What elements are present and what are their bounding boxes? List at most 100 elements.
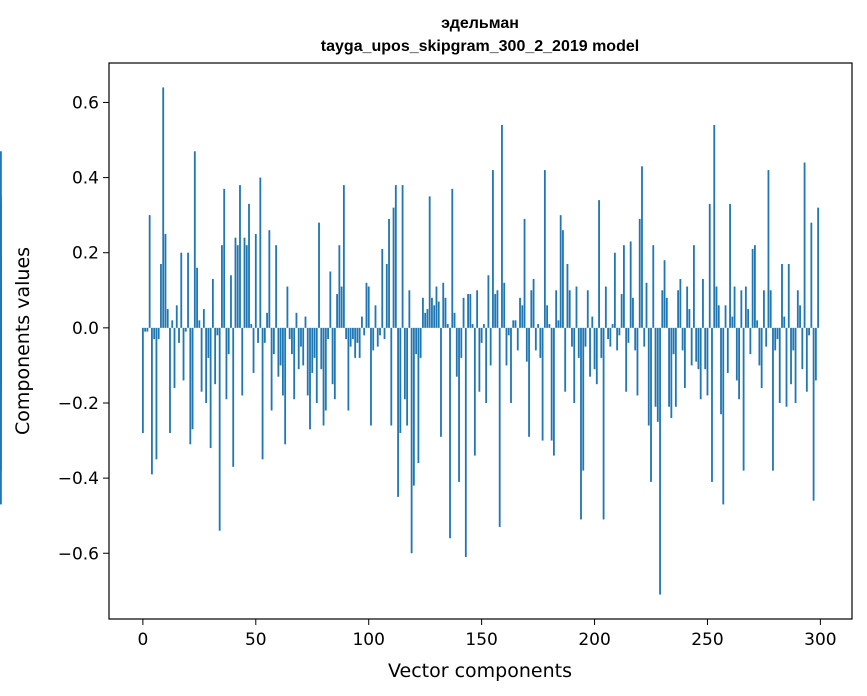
bar [372,327,375,351]
bar [532,279,535,328]
bar [674,327,677,407]
bar [774,327,777,351]
bar [534,327,537,351]
bar [665,297,668,328]
bar [230,275,232,328]
bar [559,215,562,328]
bar [250,324,253,328]
bar [266,312,268,328]
bar [492,170,494,328]
bar [751,248,754,328]
bar [720,327,722,415]
bar [401,185,404,328]
bar [618,327,621,336]
bar [232,327,235,467]
bar [302,327,305,366]
bar [417,327,420,464]
bar [659,327,661,595]
bar [202,309,205,328]
bar [191,327,194,430]
bar [541,327,544,441]
bar [365,282,368,328]
bar [487,275,490,328]
bar [571,327,573,347]
chart-subtitle: tayga_upos_skipgram_300_2_2019 model [321,38,639,55]
bar [566,263,569,328]
bar [166,309,169,328]
bar [444,297,447,328]
bar [406,327,409,426]
bar [740,290,743,328]
bar [767,170,770,328]
bar [412,327,415,486]
bar [306,327,309,396]
bar [263,327,266,343]
bar [248,203,250,328]
bar [449,327,451,539]
bar [410,327,413,554]
bar [442,282,445,328]
bar [331,327,334,385]
bar [221,245,223,328]
bar [528,327,530,437]
bar [291,327,293,355]
bar [162,87,165,328]
bar [288,327,291,340]
bar [512,320,515,328]
x-axis: 0 50 100 150 200 250 300 [137,619,837,650]
bar [169,327,171,434]
bar [324,327,327,411]
bar [756,320,759,328]
bar [812,327,815,501]
bar [392,207,395,328]
bar [663,260,666,328]
bar [295,312,298,328]
bar [352,327,354,340]
bar [749,327,752,355]
bar [537,324,539,328]
bar [616,327,619,351]
bar [654,327,657,407]
bar [460,327,463,358]
bar [336,294,338,328]
bar [209,327,212,449]
bar [315,327,318,403]
bar [157,327,160,340]
bar [672,327,675,355]
bar [254,233,257,328]
bar [643,327,646,347]
bar [455,327,458,377]
bar [699,327,702,400]
bar [462,297,465,328]
bar [679,279,682,328]
bar [620,294,623,328]
bar [342,185,345,328]
bar [814,327,817,381]
bar [309,327,311,430]
bar [446,324,449,328]
bar [604,286,607,328]
bar [338,245,341,328]
bar [731,316,734,328]
bar [494,294,497,328]
bar [713,124,716,328]
bar [636,327,639,396]
bar [252,327,255,373]
bar [548,324,551,328]
x-tick-label: 50 [245,630,267,650]
bar [514,320,517,328]
bar [641,166,643,328]
bar [810,222,813,328]
bar [211,279,214,328]
bar [345,327,348,340]
bar [216,327,219,336]
bar [376,327,379,347]
bar [363,327,366,336]
bar [374,305,377,328]
y-tick-label: −0.6 [58,544,99,564]
bar [611,324,614,328]
bar [160,263,162,328]
bar [634,327,637,351]
bar [428,196,431,328]
bar [525,327,528,362]
